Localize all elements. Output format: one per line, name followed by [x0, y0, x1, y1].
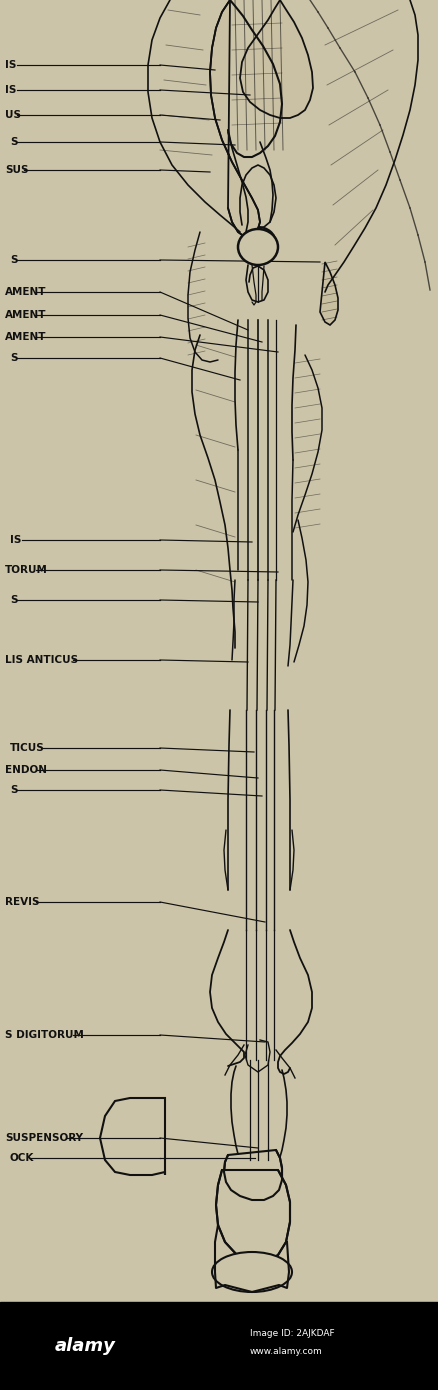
Text: S: S	[10, 785, 18, 795]
Text: SUS: SUS	[5, 165, 28, 175]
Text: S: S	[10, 353, 18, 363]
Text: LIS ANTICUS: LIS ANTICUS	[5, 655, 78, 664]
Ellipse shape	[240, 227, 276, 257]
Polygon shape	[320, 261, 338, 325]
Text: alamy: alamy	[55, 1337, 116, 1355]
Text: IS: IS	[10, 535, 21, 545]
Text: S: S	[10, 254, 18, 265]
Text: AMENT: AMENT	[5, 332, 46, 342]
Polygon shape	[210, 0, 260, 238]
Text: OCK: OCK	[10, 1152, 34, 1163]
Text: SUSPENSORY: SUSPENSORY	[5, 1133, 83, 1143]
Ellipse shape	[212, 1252, 292, 1291]
Text: TICUS: TICUS	[10, 744, 45, 753]
Text: S DIGITORUM: S DIGITORUM	[5, 1030, 84, 1040]
Text: IS: IS	[5, 60, 16, 70]
Text: AMENT: AMENT	[5, 286, 46, 297]
Polygon shape	[216, 1170, 290, 1262]
Bar	[0, 1302, 438, 1390]
Polygon shape	[240, 0, 313, 118]
Text: TORUM: TORUM	[5, 564, 48, 575]
Text: ENDON: ENDON	[5, 765, 47, 776]
Text: www.alamy.com: www.alamy.com	[250, 1347, 323, 1357]
Text: AMENT: AMENT	[5, 310, 46, 320]
Text: S: S	[10, 595, 18, 605]
Ellipse shape	[238, 229, 278, 265]
Text: S: S	[10, 138, 18, 147]
Polygon shape	[224, 1150, 282, 1200]
Text: US: US	[5, 110, 21, 120]
Polygon shape	[100, 1098, 165, 1175]
Text: IS: IS	[5, 85, 16, 95]
Text: Image ID: 2AJKDAF: Image ID: 2AJKDAF	[250, 1329, 335, 1339]
Text: REVIS: REVIS	[5, 897, 39, 908]
